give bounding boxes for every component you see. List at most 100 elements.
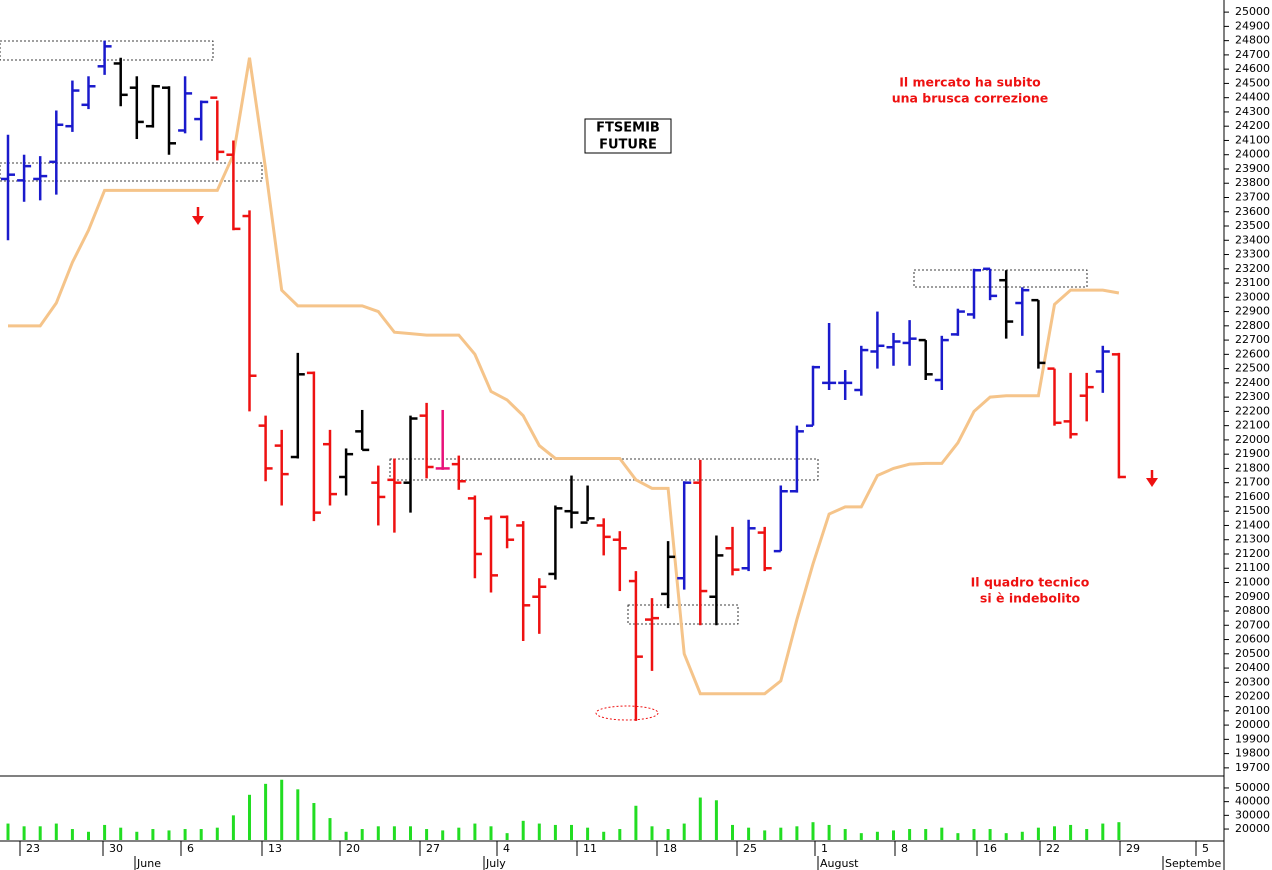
y-tick-label: 22400: [1235, 376, 1270, 389]
y-tick-label: 22500: [1235, 362, 1270, 375]
x-tick-label: 29: [1126, 842, 1140, 855]
x-tick-label: 22: [1046, 842, 1060, 855]
volume-bar: [392, 826, 396, 840]
y-tick-label: 22800: [1235, 319, 1270, 332]
x-tick-label: 16: [983, 842, 997, 855]
y-tick-label: 22600: [1235, 347, 1270, 360]
volume-bar: [892, 830, 895, 840]
volume-bar: [682, 823, 686, 840]
y-tick-label: 24100: [1235, 133, 1270, 146]
y-tick-label: 21600: [1235, 490, 1270, 503]
y-tick-label: 24000: [1235, 148, 1270, 161]
x-tick-label: 27: [426, 842, 440, 855]
volume-bar: [731, 824, 734, 840]
y-tick-label: 23800: [1235, 176, 1270, 189]
volume-bar: [988, 829, 992, 840]
y-tick-label: 20500: [1235, 647, 1270, 660]
volume-bar: [457, 827, 461, 840]
volume-bar: [425, 829, 429, 840]
volume-bar: [215, 827, 219, 840]
x-tick-label: 13: [268, 842, 282, 855]
y-tick-label: 20900: [1235, 590, 1270, 603]
volume-bar: [505, 833, 509, 840]
volume-bar: [151, 829, 155, 840]
y-tick-label: 20200: [1235, 690, 1270, 703]
y-tick-label: 21900: [1235, 447, 1270, 460]
volume-bar: [280, 779, 284, 840]
volume-bar: [570, 824, 573, 840]
volume-bar: [972, 829, 976, 840]
volume-bar: [843, 829, 847, 840]
volume-bar: [473, 823, 477, 840]
volume-bar: [344, 831, 348, 840]
y-tick-label: 22000: [1235, 433, 1270, 446]
y-tick-label: 22300: [1235, 390, 1270, 403]
volume-bar: [183, 829, 187, 840]
zone-box: [913, 269, 1088, 288]
y-tick-label: 25000: [1235, 5, 1270, 18]
volume-bar: [634, 805, 638, 840]
y-tick-label: 21800: [1235, 461, 1270, 474]
volume-bar: [6, 823, 10, 840]
volume-bar: [1004, 833, 1008, 840]
y-tick-label: 23400: [1235, 233, 1270, 246]
y-tick-label: 23900: [1235, 162, 1270, 175]
volume-tick-label: 40000: [1235, 795, 1270, 808]
volume-bar: [1101, 823, 1105, 840]
volume-bar: [328, 818, 332, 840]
annotation: si è indebolito: [980, 591, 1081, 606]
y-tick-label: 24900: [1235, 19, 1270, 32]
y-tick-label: 24500: [1235, 76, 1270, 89]
volume-bar: [248, 794, 251, 840]
y-tick-label: 23600: [1235, 205, 1270, 218]
volume-bar: [1069, 824, 1073, 840]
y-tick-label: 22100: [1235, 419, 1270, 432]
y-tick-label: 24800: [1235, 34, 1270, 47]
y-tick-label: 24400: [1235, 91, 1270, 104]
y-tick-label: 23700: [1235, 190, 1270, 203]
y-tick-label: 21300: [1235, 533, 1270, 546]
volume-bar: [167, 830, 171, 840]
x-tick-label: 11: [583, 842, 597, 855]
arrow: [1146, 478, 1158, 487]
x-tick-label: 8: [901, 842, 908, 855]
volume-bar: [409, 826, 412, 840]
volume-bar: [779, 827, 783, 840]
chart-title: FTSEMIB: [596, 121, 660, 136]
y-tick-label: 19900: [1235, 732, 1270, 745]
volume-bar: [1036, 827, 1040, 840]
month-label: August: [820, 857, 859, 870]
annotation: Il quadro tecnico: [971, 575, 1090, 590]
x-tick-label: 25: [743, 842, 757, 855]
volume-bar: [38, 826, 42, 840]
x-tick-label: 5: [1202, 842, 1209, 855]
volume-bar: [264, 783, 268, 840]
volume-bar: [940, 827, 944, 840]
volume-bar: [698, 797, 702, 840]
arrows: [192, 207, 1158, 487]
y-tick-label: 21700: [1235, 476, 1270, 489]
y-tick-label: 20100: [1235, 704, 1270, 717]
annotation: Il mercato ha subito: [899, 75, 1041, 90]
y-tick-label: 19700: [1235, 761, 1270, 774]
volume-bar: [602, 831, 606, 840]
y-tick-label: 20400: [1235, 661, 1270, 674]
volume-bar: [553, 824, 557, 840]
chart-title: FUTURE: [599, 138, 657, 153]
volume-bar: [22, 826, 26, 840]
y-tick-label: 19800: [1235, 747, 1270, 760]
volume-bar: [859, 833, 863, 840]
volume-bar: [650, 826, 654, 840]
volume-bar: [135, 831, 139, 840]
volume-bar: [763, 830, 767, 840]
x-tick-label: 23: [26, 842, 40, 855]
volume-bar: [70, 829, 74, 840]
y-tick-label: 20300: [1235, 675, 1270, 688]
y-tick-label: 24300: [1235, 105, 1270, 118]
volume-bar: [1020, 831, 1024, 840]
volume-tick-label: 50000: [1235, 781, 1270, 794]
low-marker: [595, 705, 659, 721]
volume-bar: [1117, 822, 1121, 840]
x-tick-label: 1: [821, 842, 828, 855]
y-tick-label: 23300: [1235, 248, 1270, 261]
